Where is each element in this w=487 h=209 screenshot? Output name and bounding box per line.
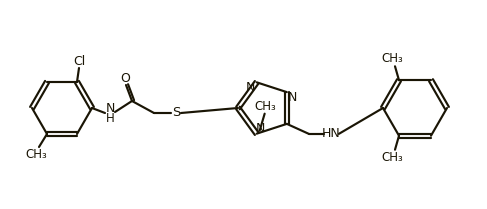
Text: CH₃: CH₃ <box>255 100 277 113</box>
Text: CH₃: CH₃ <box>25 148 47 162</box>
Text: N: N <box>288 91 298 104</box>
Text: N: N <box>246 81 255 94</box>
Text: N: N <box>105 102 114 116</box>
Text: S: S <box>172 107 180 120</box>
Text: O: O <box>120 73 130 85</box>
Text: H: H <box>106 111 114 125</box>
Text: CH₃: CH₃ <box>381 151 403 164</box>
Text: HN: HN <box>321 127 340 140</box>
Text: CH₃: CH₃ <box>381 52 403 65</box>
Text: Cl: Cl <box>73 55 85 68</box>
Text: N: N <box>256 122 265 135</box>
